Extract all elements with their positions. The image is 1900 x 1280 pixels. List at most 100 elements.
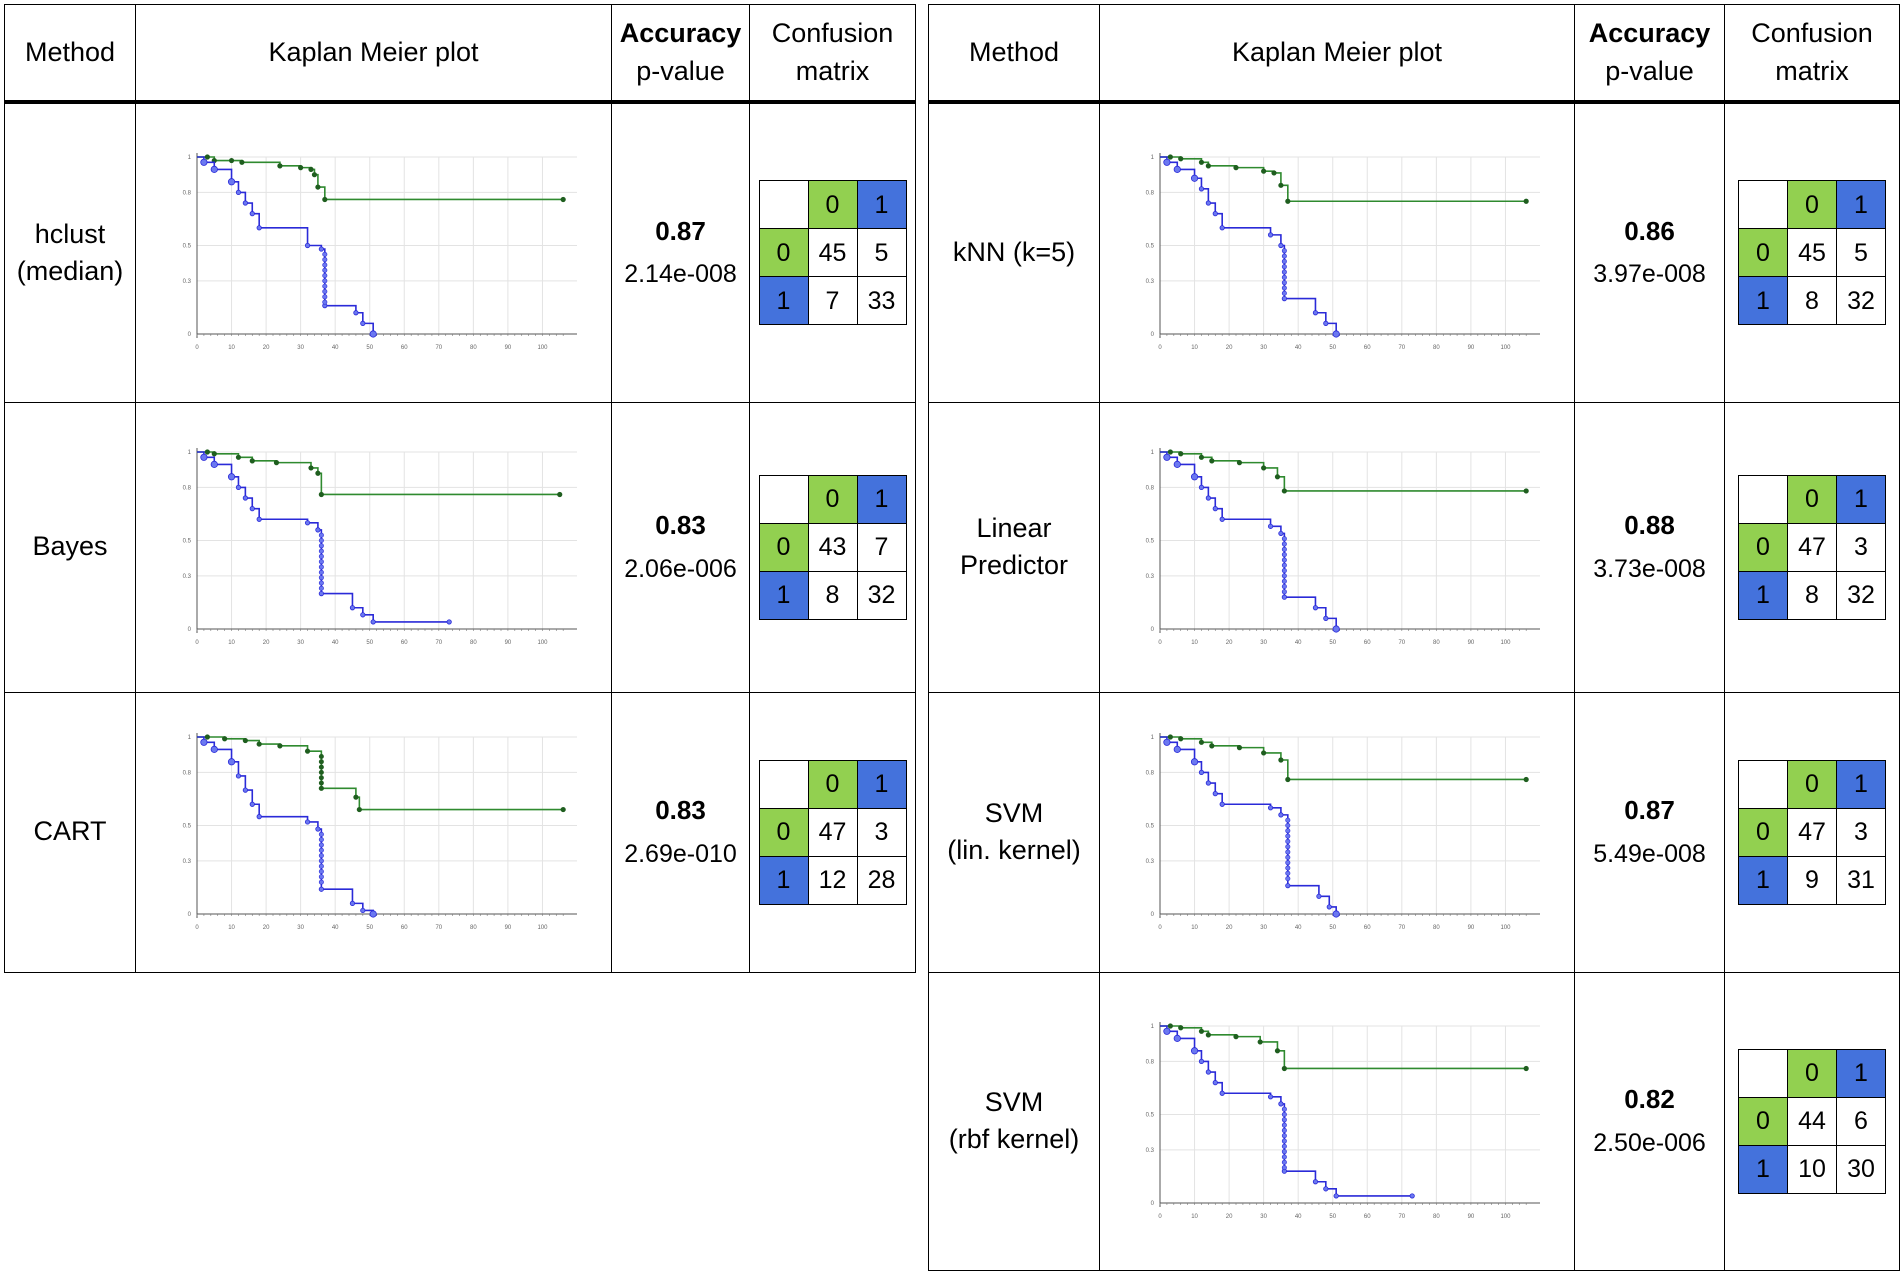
row-knn: kNN (k=5) 0 10 20 30 40 50 60 70 80 90 100 0 0.3 0.5 0.… — [928, 101, 1900, 403]
header-confusion-matrix: Confusion matrix — [749, 4, 916, 104]
km-point — [1274, 473, 1281, 479]
y-tick-label: 0.3 — [1146, 1147, 1155, 1153]
km-point — [1281, 264, 1287, 270]
x-tick-label: 60 — [1364, 925, 1371, 931]
km-point — [318, 764, 324, 770]
cm-row: 1 8 32 — [758, 570, 907, 620]
confusion-matrix: 0 1 0 47 3 1 8 32 — [1738, 474, 1886, 620]
km-point — [1281, 556, 1287, 562]
x-tick-label: 60 — [400, 640, 407, 646]
km-point — [1523, 776, 1529, 782]
km-point — [1285, 833, 1291, 839]
header-confusion-matrix: Confusion matrix — [1724, 4, 1900, 104]
x-tick-label: 100 — [1500, 1214, 1511, 1220]
km-plot-cell: 0 10 20 30 40 50 60 70 80 90 100 0 0.3 0.5 0.8 1 — [135, 101, 612, 403]
km-plot-cell: 0 10 20 30 40 50 60 70 80 90 100 0 0.3 0.5 0.8 1 — [1099, 101, 1575, 403]
km-point — [307, 464, 314, 471]
cm-rowlabel-1: 1 — [758, 855, 809, 905]
p-value: 2.06e-006 — [624, 554, 737, 583]
km-point — [318, 857, 324, 863]
cm-row: 0 45 5 — [758, 228, 907, 278]
km-point — [318, 852, 324, 858]
km-plot: 0 10 20 30 40 50 60 70 80 90 100 0 0.3 0.5 0.8 1 — [1146, 447, 1540, 646]
header-method: Method — [928, 4, 1100, 104]
km-point — [349, 900, 355, 906]
km-point — [1285, 822, 1291, 828]
cm-cell: 45 — [1787, 228, 1837, 278]
method-name: SVM (lin. kernel) — [928, 691, 1100, 973]
km-point — [321, 252, 327, 258]
x-tick-label: 90 — [1468, 640, 1475, 646]
km-point — [1281, 1148, 1287, 1154]
y-tick-label: 0 — [187, 912, 191, 918]
km-point — [1190, 472, 1199, 480]
km-point — [1281, 285, 1287, 291]
x-tick-label: 0 — [1158, 640, 1162, 646]
km-point — [238, 159, 245, 166]
confusion-matrix-cell: 0 1 0 45 5 1 8 32 — [1724, 101, 1900, 403]
cm-cell: 7 — [807, 276, 858, 326]
km-point — [1278, 811, 1284, 817]
cm-row: 1 9 31 — [1738, 855, 1886, 905]
cm-cell: 3 — [1836, 522, 1886, 572]
km-point — [321, 283, 327, 289]
cm-header-0: 0 — [1787, 180, 1837, 230]
km-point — [1278, 530, 1284, 536]
header-row: Method Kaplan Meier plot Accuracy p-valu… — [4, 4, 916, 104]
cm-rowlabel-0: 0 — [1738, 807, 1788, 857]
x-tick-label: 30 — [297, 345, 304, 351]
header-accuracy-pvalue: Accuracy p-value — [611, 4, 750, 104]
confusion-matrix-cell: 0 1 0 44 6 1 10 30 — [1724, 971, 1900, 1271]
km-point — [221, 735, 227, 741]
km-point — [1173, 745, 1181, 753]
y-tick-label: 0.8 — [1146, 770, 1155, 776]
km-point — [1281, 541, 1287, 547]
cm-cell: 44 — [1787, 1096, 1837, 1146]
x-tick-label: 0 — [1158, 345, 1162, 351]
confusion-matrix: 0 1 0 44 6 1 10 30 — [1738, 1048, 1886, 1194]
y-tick-label: 0.8 — [1146, 1059, 1155, 1065]
km-point — [318, 246, 324, 252]
x-tick-label: 10 — [1191, 640, 1198, 646]
km-point — [1281, 248, 1287, 254]
y-tick-label: 1 — [1151, 450, 1155, 456]
km-point — [1257, 1038, 1263, 1045]
km-point — [1198, 159, 1205, 166]
header-accuracy: Accuracy — [619, 18, 742, 49]
km-point — [318, 879, 324, 885]
x-tick-label: 90 — [504, 640, 511, 646]
km-point — [1281, 578, 1287, 584]
cm-rowlabel-1: 1 — [1738, 1144, 1788, 1194]
y-tick-label: 1 — [1151, 735, 1155, 741]
km-point — [307, 167, 314, 173]
km-point — [276, 163, 283, 169]
km-point — [1198, 739, 1205, 745]
km-point — [1285, 817, 1291, 823]
km-point — [1173, 166, 1181, 174]
x-tick-label: 90 — [504, 345, 511, 351]
header-cm-line1: Confusion — [1751, 18, 1873, 49]
y-tick-label: 0.8 — [182, 191, 191, 197]
km-point — [321, 257, 327, 263]
cm-cell: 3 — [1836, 807, 1886, 857]
cm-rowlabel-0: 0 — [758, 522, 809, 572]
km-point — [210, 745, 218, 753]
km-point — [204, 733, 210, 740]
cm-row: 0 44 6 — [1738, 1096, 1886, 1146]
confusion-matrix-cell: 0 1 0 47 3 1 12 28 — [749, 691, 916, 973]
km-point — [1281, 562, 1287, 568]
y-tick-label: 0.8 — [1146, 191, 1155, 197]
km-point — [349, 604, 355, 610]
km-point — [304, 818, 310, 825]
km-point — [1323, 321, 1329, 327]
header-km-plot: Kaplan Meier plot — [1099, 4, 1575, 104]
km-point — [1167, 733, 1173, 740]
x-tick-label: 90 — [1468, 925, 1475, 931]
cm-cell: 32 — [1836, 570, 1886, 620]
accuracy-value: 0.88 — [1624, 509, 1675, 540]
km-point — [1281, 546, 1287, 552]
km-point — [1316, 893, 1322, 899]
cm-rowlabel-1: 1 — [1738, 276, 1788, 326]
cm-rowlabel-1: 1 — [1738, 855, 1788, 905]
km-point — [1285, 849, 1291, 855]
